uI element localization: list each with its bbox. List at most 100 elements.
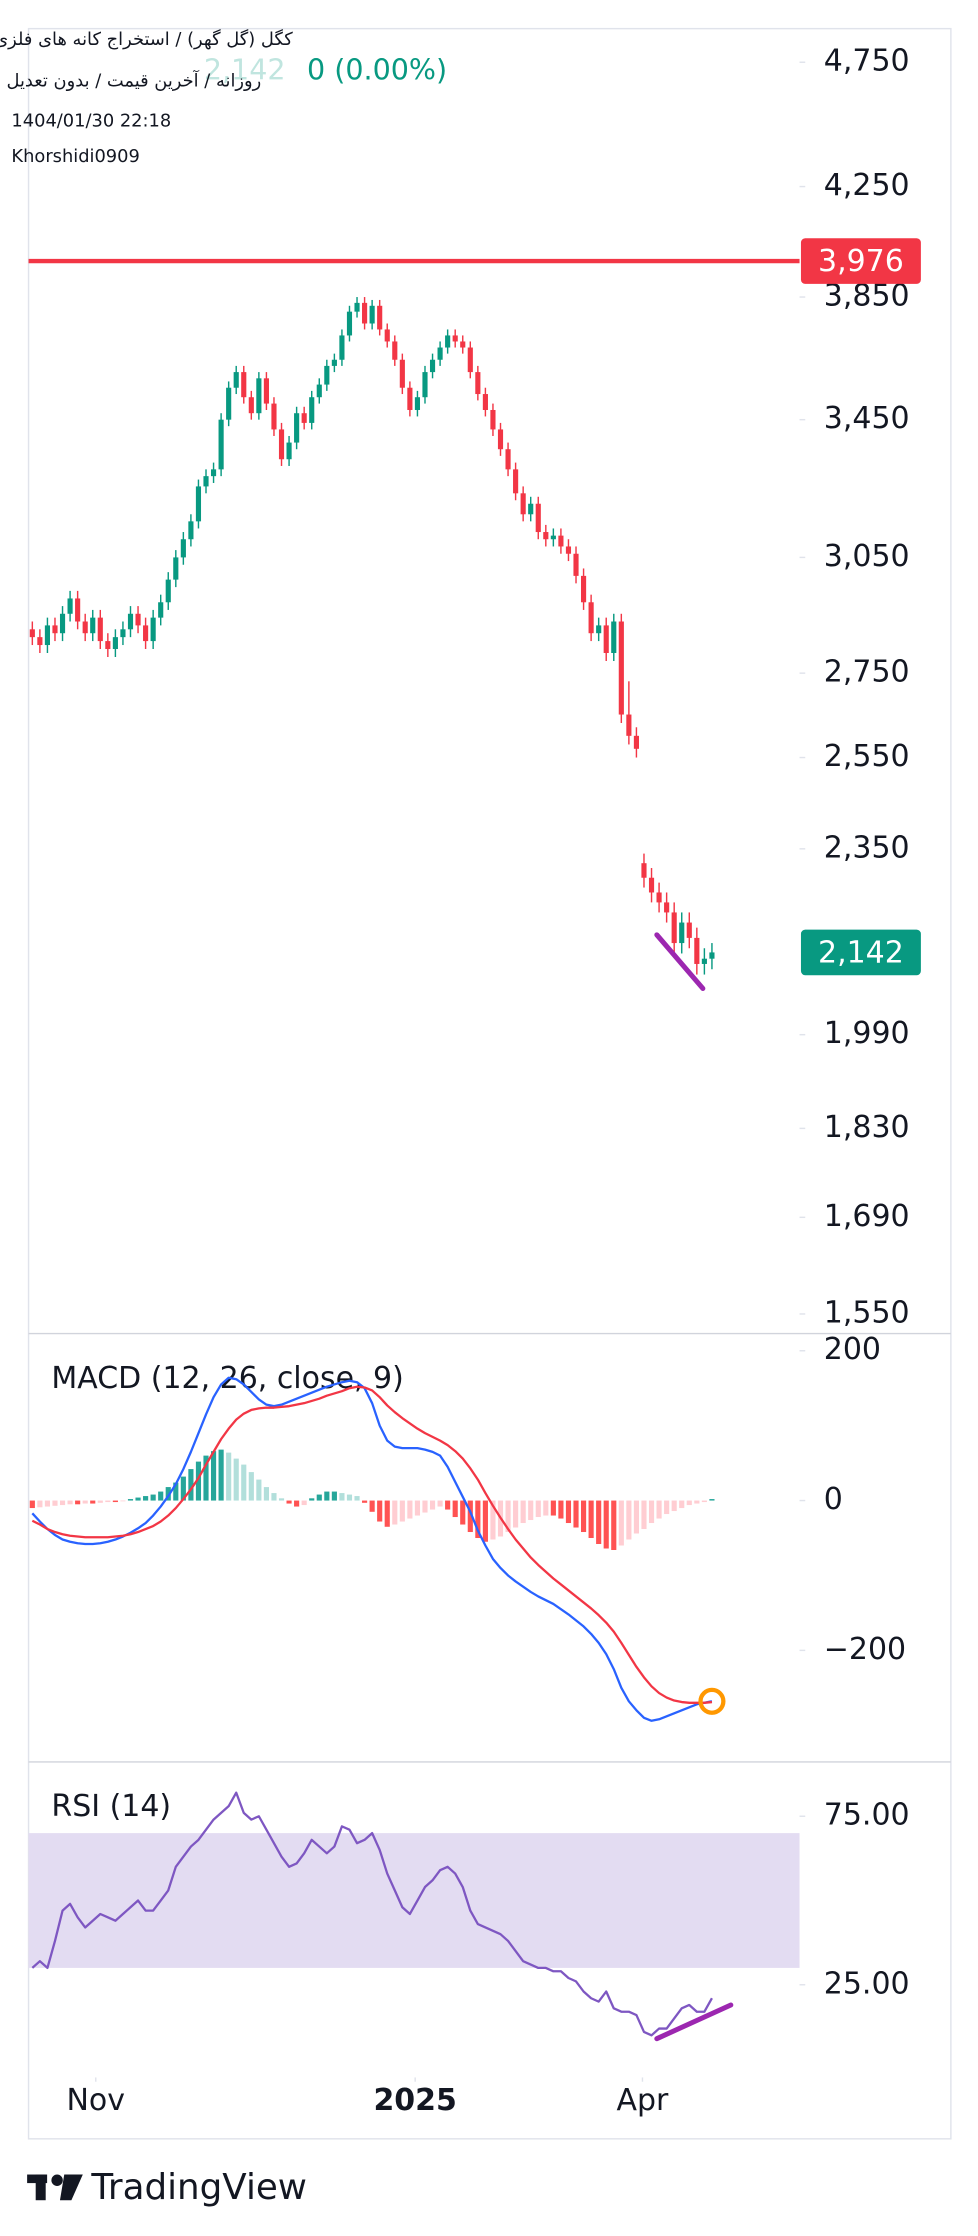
candle-body <box>429 359 436 373</box>
y-tick-label: 1,990 <box>824 1016 910 1051</box>
candle-body <box>490 409 496 430</box>
histogram-bar <box>180 1476 186 1501</box>
histogram-bar <box>158 1491 164 1501</box>
histogram-bar <box>29 1500 35 1509</box>
y-tick-label: 1,690 <box>824 1199 910 1234</box>
histogram-bar <box>339 1493 345 1501</box>
histogram-bar <box>618 1500 624 1546</box>
y-tick-label: 75.00 <box>824 1798 910 1833</box>
candle-body <box>656 892 662 903</box>
histogram-bar <box>543 1500 549 1516</box>
x-tick-label: 2025 <box>373 2083 456 2118</box>
histogram-bar <box>75 1500 81 1505</box>
candle-body <box>173 557 179 580</box>
candle-body <box>452 335 458 342</box>
histogram-bar <box>392 1500 398 1525</box>
candle-body <box>143 625 149 642</box>
histogram-bar <box>301 1500 307 1506</box>
histogram-bar <box>445 1500 451 1510</box>
histogram-bar <box>520 1500 526 1524</box>
candle-body <box>460 341 466 348</box>
histogram-bar <box>120 1500 126 1502</box>
candle-body <box>67 598 73 614</box>
histogram-bar <box>105 1500 111 1503</box>
y-tick-label: −200 <box>824 1632 906 1667</box>
y-tick-label: 3,450 <box>824 401 910 436</box>
candle-body <box>158 602 164 618</box>
histogram-bar <box>286 1500 292 1504</box>
histogram-bar <box>143 1496 149 1501</box>
logo-part <box>35 2174 46 2201</box>
candle-body <box>294 413 300 443</box>
pane-title: RSI (14) <box>51 1789 171 1824</box>
rsi-line <box>31 1791 713 2037</box>
candle-body <box>29 629 35 638</box>
candle-body <box>339 335 345 360</box>
candle-body <box>648 877 655 893</box>
candle-body <box>97 617 103 642</box>
candle-body <box>709 952 715 959</box>
candle-body <box>603 625 609 653</box>
histogram-bar <box>44 1500 51 1507</box>
histogram-bar <box>309 1498 315 1501</box>
histogram-bar <box>173 1482 179 1501</box>
candle-body <box>263 378 269 404</box>
histogram-bar <box>316 1494 322 1501</box>
histogram-bar <box>648 1500 655 1524</box>
candle-body <box>694 937 700 964</box>
histogram-bar <box>452 1500 458 1518</box>
y-tick-label: 2,550 <box>824 739 910 774</box>
candle-body <box>278 429 285 460</box>
frame <box>27 27 952 2140</box>
histogram-bar <box>460 1500 466 1525</box>
candle-body <box>701 958 707 964</box>
histogram-bar <box>37 1500 43 1508</box>
price-label-box <box>800 929 921 976</box>
candle-body <box>127 613 134 630</box>
candle-body <box>686 922 692 938</box>
candle-body <box>535 503 541 533</box>
histogram-bar <box>656 1500 662 1519</box>
candle-body <box>135 613 141 626</box>
histogram-bar <box>135 1497 141 1501</box>
candle-body <box>641 863 647 878</box>
histogram-bar <box>324 1491 330 1501</box>
brand: TradingView <box>90 2167 307 2208</box>
histogram-bar <box>248 1472 254 1501</box>
candle-body <box>59 613 66 634</box>
candle-body <box>626 714 632 736</box>
histogram-bar <box>671 1500 677 1512</box>
candle-body <box>112 637 118 650</box>
histogram-bar <box>588 1500 594 1539</box>
candle-body <box>596 625 602 634</box>
histogram-bar <box>573 1500 579 1528</box>
histogram-bar <box>369 1500 375 1512</box>
x-tick-label: Apr <box>617 2083 670 2118</box>
candle-body <box>407 387 413 410</box>
histogram-bar <box>218 1449 224 1501</box>
candle-body <box>180 539 186 558</box>
histogram-bar <box>203 1455 209 1501</box>
candle-body <box>165 579 171 603</box>
histogram-bar <box>528 1500 534 1521</box>
histogram-bar <box>429 1500 436 1510</box>
author: Khorshidi0909 <box>11 146 139 167</box>
candle-body <box>241 372 247 398</box>
datetime: 1404/01/30 22:18 <box>11 110 171 131</box>
candle-body <box>120 629 126 638</box>
macd-line <box>31 1385 713 1704</box>
histogram-bar <box>165 1487 171 1501</box>
histogram-bar <box>709 1499 715 1501</box>
candle-body <box>671 912 677 944</box>
candle-body <box>354 302 360 312</box>
macd-line <box>31 1376 713 1722</box>
histogram-bar <box>52 1500 58 1506</box>
histogram-bar <box>210 1451 217 1501</box>
histogram-bar <box>226 1452 232 1501</box>
candle-body <box>588 602 594 634</box>
settings: روزانه / آخرین قیمت / بدون تعدیل <box>6 68 261 91</box>
candle-body <box>316 384 322 398</box>
histogram-bar <box>195 1461 202 1501</box>
